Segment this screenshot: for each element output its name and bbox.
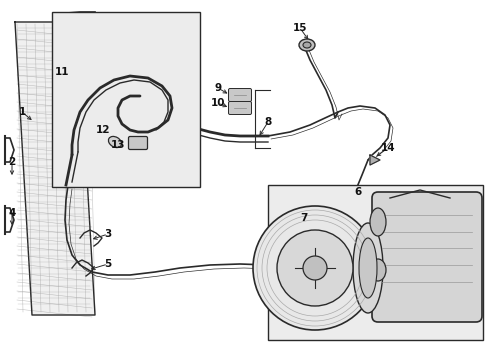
Circle shape <box>303 256 327 280</box>
Ellipse shape <box>299 39 315 51</box>
Text: 10: 10 <box>211 98 225 108</box>
Text: 15: 15 <box>293 23 307 33</box>
Text: 9: 9 <box>215 83 221 93</box>
Polygon shape <box>370 155 380 165</box>
Text: 8: 8 <box>265 117 271 127</box>
Ellipse shape <box>370 208 386 236</box>
FancyBboxPatch shape <box>228 89 251 102</box>
Ellipse shape <box>108 136 122 148</box>
FancyBboxPatch shape <box>228 102 251 114</box>
Circle shape <box>277 230 353 306</box>
Ellipse shape <box>359 238 377 298</box>
Bar <box>268 185 483 340</box>
Text: 12: 12 <box>96 125 110 135</box>
Polygon shape <box>15 22 95 315</box>
Text: 14: 14 <box>381 143 395 153</box>
Text: 3: 3 <box>104 229 112 239</box>
Circle shape <box>253 206 377 330</box>
Text: 6: 6 <box>354 187 362 197</box>
Text: 4: 4 <box>8 208 16 218</box>
Text: 7: 7 <box>300 213 308 223</box>
Ellipse shape <box>353 223 383 313</box>
Bar <box>52 12 200 187</box>
Text: 5: 5 <box>104 259 112 269</box>
Ellipse shape <box>303 42 311 48</box>
FancyBboxPatch shape <box>128 136 147 149</box>
Ellipse shape <box>370 259 386 281</box>
Text: 13: 13 <box>111 140 125 150</box>
Text: 2: 2 <box>8 157 16 167</box>
Text: 11: 11 <box>55 67 69 77</box>
FancyBboxPatch shape <box>372 192 482 322</box>
Text: 1: 1 <box>19 107 25 117</box>
